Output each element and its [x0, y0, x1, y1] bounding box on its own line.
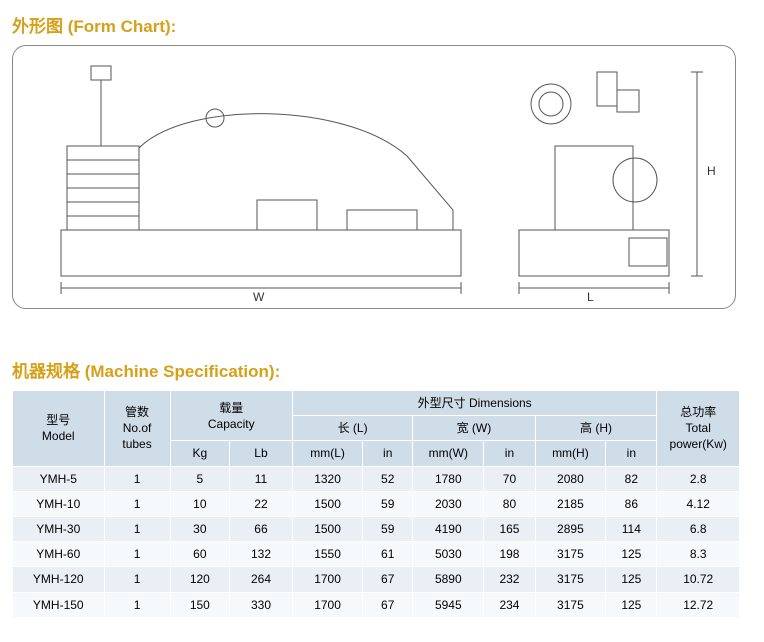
table-row: YMH-515111320521780702080822.8	[13, 466, 740, 491]
th-dimensions: 外型尺寸 Dimensions	[292, 391, 657, 416]
th-length: 长 (L)	[292, 416, 412, 441]
th-power: 总功率Totalpower(Kw)	[657, 391, 740, 467]
cell-inL: 52	[363, 466, 413, 491]
cell-mmH: 3175	[535, 567, 606, 592]
cell-mmL: 1500	[292, 516, 362, 541]
cell-kg: 150	[170, 592, 230, 617]
cell-inW: 80	[484, 491, 535, 516]
spec-table-body: YMH-515111320521780702080822.8YMH-101102…	[13, 466, 740, 617]
cell-tubes: 1	[104, 491, 170, 516]
cell-inL: 61	[363, 542, 413, 567]
cell-tubes: 1	[104, 466, 170, 491]
cell-mmL: 1700	[292, 567, 362, 592]
cell-lb: 132	[230, 542, 293, 567]
table-row: YMH-60160132155061503019831751258.3	[13, 542, 740, 567]
cell-inL: 67	[363, 567, 413, 592]
th-width: 宽 (W)	[413, 416, 535, 441]
spec-table: 型号Model 管数No.oftubes 载量Capacity 外型尺寸 Dim…	[12, 390, 740, 618]
th-inW: in	[484, 441, 535, 466]
cell-mmW: 1780	[413, 466, 484, 491]
cell-inH: 125	[606, 592, 657, 617]
cell-mmH: 3175	[535, 542, 606, 567]
cell-kg: 30	[170, 516, 230, 541]
cell-mmW: 2030	[413, 491, 484, 516]
cell-power: 8.3	[657, 542, 740, 567]
table-row: YMH-12011202641700675890232317512510.72	[13, 567, 740, 592]
cell-lb: 66	[230, 516, 293, 541]
cell-lb: 22	[230, 491, 293, 516]
cell-model: YMH-5	[13, 466, 105, 491]
th-inH: in	[606, 441, 657, 466]
cell-lb: 264	[230, 567, 293, 592]
cell-inL: 67	[363, 592, 413, 617]
cell-inL: 59	[363, 491, 413, 516]
machine-front-view	[511, 60, 729, 296]
cell-mmL: 1700	[292, 592, 362, 617]
cell-mmL: 1500	[292, 491, 362, 516]
cell-tubes: 1	[104, 567, 170, 592]
cell-kg: 5	[170, 466, 230, 491]
th-lb: Lb	[230, 441, 293, 466]
cell-inW: 232	[484, 567, 535, 592]
cell-mmW: 4190	[413, 516, 484, 541]
cell-model: YMH-30	[13, 516, 105, 541]
cell-mmH: 2185	[535, 491, 606, 516]
cell-inW: 234	[484, 592, 535, 617]
cell-kg: 10	[170, 491, 230, 516]
cell-model: YMH-60	[13, 542, 105, 567]
cell-mmW: 5945	[413, 592, 484, 617]
cell-mmL: 1320	[292, 466, 362, 491]
cell-inH: 125	[606, 542, 657, 567]
cell-kg: 120	[170, 567, 230, 592]
cell-mmL: 1550	[292, 542, 362, 567]
cell-inH: 82	[606, 466, 657, 491]
cell-inW: 198	[484, 542, 535, 567]
th-capacity: 载量Capacity	[170, 391, 292, 441]
table-row: YMH-15011503301700675945234317512512.72	[13, 592, 740, 617]
th-kg: Kg	[170, 441, 230, 466]
cell-power: 10.72	[657, 567, 740, 592]
cell-inH: 114	[606, 516, 657, 541]
th-model: 型号Model	[13, 391, 105, 467]
cell-inH: 125	[606, 567, 657, 592]
th-mmL: mm(L)	[292, 441, 362, 466]
cell-model: YMH-150	[13, 592, 105, 617]
th-mmW: mm(W)	[413, 441, 484, 466]
dimension-label-l: L	[587, 290, 594, 304]
cell-lb: 11	[230, 466, 293, 491]
cell-inH: 86	[606, 491, 657, 516]
cell-power: 6.8	[657, 516, 740, 541]
form-chart-diagram: W L H	[12, 45, 736, 309]
cell-tubes: 1	[104, 592, 170, 617]
table-row: YMH-10110221500592030802185864.12	[13, 491, 740, 516]
cell-power: 2.8	[657, 466, 740, 491]
table-row: YMH-3013066150059419016528951146.8	[13, 516, 740, 541]
cell-mmH: 2080	[535, 466, 606, 491]
cell-tubes: 1	[104, 542, 170, 567]
machine-side-view	[47, 60, 471, 296]
th-tubes: 管数No.oftubes	[104, 391, 170, 467]
cell-mmH: 2895	[535, 516, 606, 541]
th-inL: in	[363, 441, 413, 466]
spec-table-head: 型号Model 管数No.oftubes 载量Capacity 外型尺寸 Dim…	[13, 391, 740, 467]
cell-model: YMH-10	[13, 491, 105, 516]
cell-lb: 330	[230, 592, 293, 617]
cell-kg: 60	[170, 542, 230, 567]
cell-mmW: 5030	[413, 542, 484, 567]
cell-inW: 165	[484, 516, 535, 541]
cell-model: YMH-120	[13, 567, 105, 592]
dimension-label-h: H	[707, 164, 716, 178]
cell-power: 12.72	[657, 592, 740, 617]
cell-mmH: 3175	[535, 592, 606, 617]
cell-tubes: 1	[104, 516, 170, 541]
th-mmH: mm(H)	[535, 441, 606, 466]
cell-power: 4.12	[657, 491, 740, 516]
dimension-label-w: W	[253, 290, 264, 304]
cell-inL: 59	[363, 516, 413, 541]
spec-title: 机器规格 (Machine Specification):	[12, 357, 752, 382]
cell-mmW: 5890	[413, 567, 484, 592]
cell-inW: 70	[484, 466, 535, 491]
th-height: 高 (H)	[535, 416, 657, 441]
form-chart-title: 外形图 (Form Chart):	[12, 12, 752, 37]
